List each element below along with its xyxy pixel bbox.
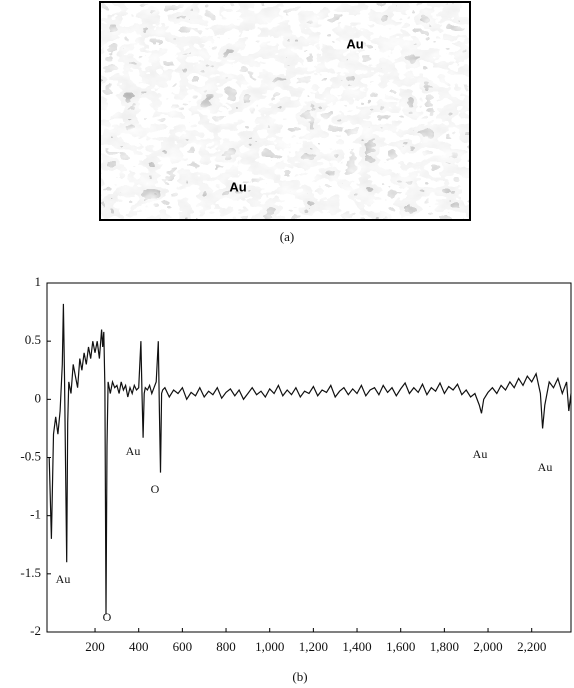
micrograph-frame <box>99 1 471 221</box>
annotation: O <box>151 482 160 496</box>
x-tick-label: 200 <box>85 639 105 654</box>
x-tick-label: 1,200 <box>299 639 328 654</box>
y-tick-label: 1 <box>35 274 42 289</box>
y-tick-label: 0.5 <box>25 332 41 347</box>
image-label: Au <box>346 36 363 51</box>
annotation: Au <box>538 460 553 474</box>
spectrum-line <box>48 303 572 615</box>
y-tick-label: -1 <box>30 507 41 522</box>
caption: (a) <box>280 229 294 244</box>
y-tick-label: -2 <box>30 623 41 638</box>
micrograph-image <box>100 2 470 220</box>
x-tick-label: 800 <box>216 639 236 654</box>
x-tick-label: 1,800 <box>430 639 459 654</box>
x-tick-label: 2,000 <box>473 639 502 654</box>
x-tick-label: 2,200 <box>517 639 546 654</box>
x-tick-label: 400 <box>129 639 149 654</box>
y-tick-label: 0 <box>35 390 42 405</box>
caption: (b) <box>292 669 307 684</box>
x-tick-label: 1,600 <box>386 639 415 654</box>
x-tick-label: 600 <box>173 639 193 654</box>
annotation: Au <box>126 444 141 458</box>
annotation: Au <box>56 572 71 586</box>
micrograph: Au Au (a) <box>99 1 471 244</box>
y-tick-label: -0.5 <box>20 448 41 463</box>
annotation: Au <box>473 447 488 461</box>
annotation: O <box>103 610 112 624</box>
x-tick-label: 1,400 <box>342 639 371 654</box>
image-label: Au <box>229 179 246 194</box>
x-tick-label: 1,000 <box>255 639 284 654</box>
y-tick-label: -1.5 <box>20 565 41 580</box>
